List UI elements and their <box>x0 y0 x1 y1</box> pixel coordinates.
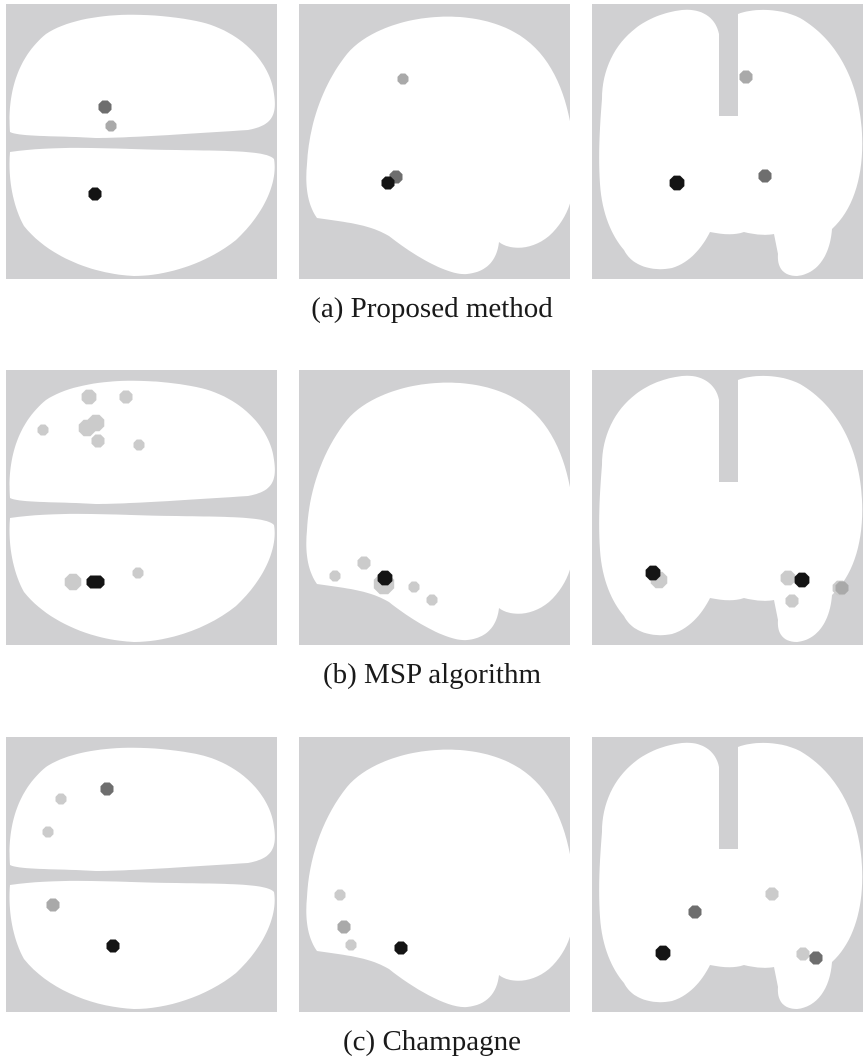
weak-source-marker <box>397 73 409 85</box>
sagittal-brain-slice <box>306 16 570 275</box>
coronal-brain-slice <box>599 742 863 1009</box>
panel-a-coronal <box>592 4 863 279</box>
weak-source-marker <box>105 120 117 132</box>
caption-b: (b) MSP algorithm <box>322 658 542 690</box>
faint-source-marker <box>796 947 810 961</box>
faint-source-marker <box>55 793 67 805</box>
faint-source-marker <box>64 573 82 591</box>
coronal-brain-slice <box>599 375 863 642</box>
medium-source-marker <box>809 951 823 965</box>
faint-source-marker <box>91 434 105 448</box>
panel-b-axial <box>6 370 277 645</box>
strong-source-marker <box>86 575 100 589</box>
faint-source-marker <box>329 570 341 582</box>
medium-source-marker <box>688 905 702 919</box>
strong-source-marker <box>381 176 395 190</box>
brain-outline <box>9 147 275 276</box>
coronal-brain-slice <box>599 9 863 277</box>
panel-b-sagittal <box>299 370 570 645</box>
axial-brain-slice <box>9 380 275 642</box>
faint-source-marker <box>133 439 145 451</box>
strong-source-marker <box>669 175 685 191</box>
panel-a-axial <box>6 4 277 279</box>
faint-source-marker <box>765 887 779 901</box>
strong-source-marker <box>88 187 102 201</box>
brain-outline <box>306 749 570 1008</box>
weak-source-marker <box>337 920 351 934</box>
faint-source-marker <box>345 939 357 951</box>
strong-source-marker <box>655 945 671 961</box>
brain-outline <box>599 742 863 1009</box>
faint-source-marker <box>785 594 799 608</box>
weak-source-marker <box>835 581 849 595</box>
panel-c-sagittal <box>299 737 570 1012</box>
strong-source-marker <box>394 941 408 955</box>
strong-source-marker <box>794 572 810 588</box>
axial-brain-slice <box>9 747 275 1009</box>
faint-source-marker <box>42 826 54 838</box>
faint-source-marker <box>132 567 144 579</box>
faint-source-marker <box>408 581 420 593</box>
medium-source-marker <box>758 169 772 183</box>
panel-c-axial <box>6 737 277 1012</box>
faint-source-marker <box>87 414 105 432</box>
brain-outline <box>9 14 275 139</box>
faint-source-marker <box>334 889 346 901</box>
faint-source-marker <box>426 594 438 606</box>
brain-outline <box>306 16 570 275</box>
brain-outline <box>9 747 275 871</box>
sagittal-brain-slice <box>306 749 570 1008</box>
caption-c: (c) Champagne <box>343 1025 521 1057</box>
panel-c-coronal <box>592 737 863 1012</box>
faint-source-marker <box>81 389 97 405</box>
faint-source-marker <box>780 570 796 586</box>
brain-outline <box>9 513 275 642</box>
weak-source-marker <box>46 898 60 912</box>
axial-brain-slice <box>9 14 275 276</box>
panel-b-coronal <box>592 370 863 645</box>
strong-source-marker <box>377 570 393 586</box>
faint-source-marker <box>357 556 371 570</box>
brain-outline <box>9 880 275 1009</box>
medium-source-marker <box>100 782 114 796</box>
brain-outline <box>306 382 570 641</box>
faint-source-marker <box>119 390 133 404</box>
caption-a: (a) Proposed method <box>311 292 553 324</box>
brain-outline <box>599 9 863 277</box>
medium-source-marker <box>98 100 112 114</box>
brain-outline <box>599 375 863 642</box>
weak-source-marker <box>739 70 753 84</box>
sagittal-brain-slice <box>306 382 570 641</box>
strong-source-marker <box>645 565 661 581</box>
faint-source-marker <box>37 424 49 436</box>
panel-a-sagittal <box>299 4 570 279</box>
strong-source-marker <box>106 939 120 953</box>
